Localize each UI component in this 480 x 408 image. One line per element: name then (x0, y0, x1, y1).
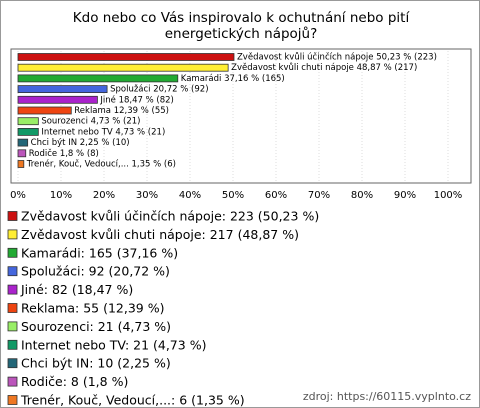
legend-swatch (7, 266, 18, 277)
bar-label: Jiné 18,47 % (82) (99, 94, 173, 105)
legend-swatch (7, 395, 18, 405)
bar (17, 149, 27, 158)
bar (17, 74, 179, 83)
bar (17, 95, 98, 104)
bar (17, 128, 39, 136)
legend-swatch (7, 229, 18, 240)
legend-swatch (7, 284, 18, 295)
x-tick-label: 90% (394, 190, 416, 201)
legend-label: Trenér, Kouč, Vedoucí,...: 6 (1,35 %) (20, 393, 245, 408)
bar-label: Chci být IN 2,25 % (10) (31, 138, 130, 148)
bar-label: Spolužáci 20,72 % (92) (110, 85, 208, 95)
x-tick-label: 50% (222, 190, 244, 201)
x-tick-label: 60% (265, 190, 287, 201)
bar (17, 106, 72, 115)
x-tick-label: 0% (10, 190, 26, 201)
legend-label: Kamarádi: 165 (37,16 %) (21, 245, 178, 260)
bar-label: Sourozenci 4,73 % (21) (41, 117, 140, 127)
x-tick-label: 100% (434, 190, 463, 201)
bar (17, 63, 229, 72)
bar (17, 53, 235, 61)
legend-label: Internet nebo TV: 21 (4,73 %) (21, 337, 206, 352)
legend-swatch (7, 303, 18, 313)
source: zdroj: https://60115.vyplnto.cz (303, 390, 471, 403)
x-tick-label: 20% (93, 190, 115, 201)
bar (17, 117, 39, 126)
legend-label: Spolužáci: 92 (20,72 %) (21, 264, 170, 279)
bar-label: Trenér, Kouč, Vedoucí,... 1,35 % (6) (26, 159, 176, 170)
bar (17, 138, 29, 147)
bar-label: Kamarádi 37,16 % (165) (181, 74, 285, 84)
bar-label: Zvědavost kvůli účinčích nápoje 50,23 % … (237, 52, 437, 63)
bar-label: Internet nebo TV 4,73 % (21) (41, 127, 165, 137)
legend-label: Zvědavost kvůli chuti nápoje: 217 (48,87… (21, 227, 299, 242)
legend-swatch (7, 339, 18, 350)
bar-label: Reklama 12,39 % (55) (74, 106, 169, 116)
legend-label: Chci být IN: 10 (2,25 %) (21, 356, 171, 371)
legend-label: Reklama: 55 (12,39 %) (21, 301, 164, 316)
x-tick-label: 40% (179, 190, 201, 201)
bar-label: Zvědavost kvůli chuti nápoje 48,87 % (21… (231, 62, 417, 73)
x-tick-label: 30% (136, 190, 158, 201)
x-tick-label: 10% (50, 190, 72, 201)
legend-label: Zvědavost kvůli účinčích nápoje: 223 (50… (21, 209, 319, 224)
legend-swatch (7, 321, 18, 332)
bar (17, 160, 25, 168)
legend-label: Sourozenci: 21 (4,73 %) (21, 319, 171, 334)
legend-swatch (7, 247, 18, 258)
bar (17, 85, 108, 93)
bar-label: Rodiče 1,8 % (8) (29, 148, 99, 159)
legend-swatch (7, 211, 18, 221)
x-tick-label: 80% (351, 190, 373, 201)
chart-title: Kdo nebo co Vás inspirovalo k ochutnání … (72, 10, 410, 42)
x-tick-label: 70% (308, 190, 330, 201)
legend-label: Rodiče: 8 (1,8 %) (21, 374, 128, 389)
legend-label: Jiné: 82 (18,47 %) (20, 282, 133, 297)
legend-swatch (7, 376, 18, 387)
legend-swatch (7, 358, 18, 369)
